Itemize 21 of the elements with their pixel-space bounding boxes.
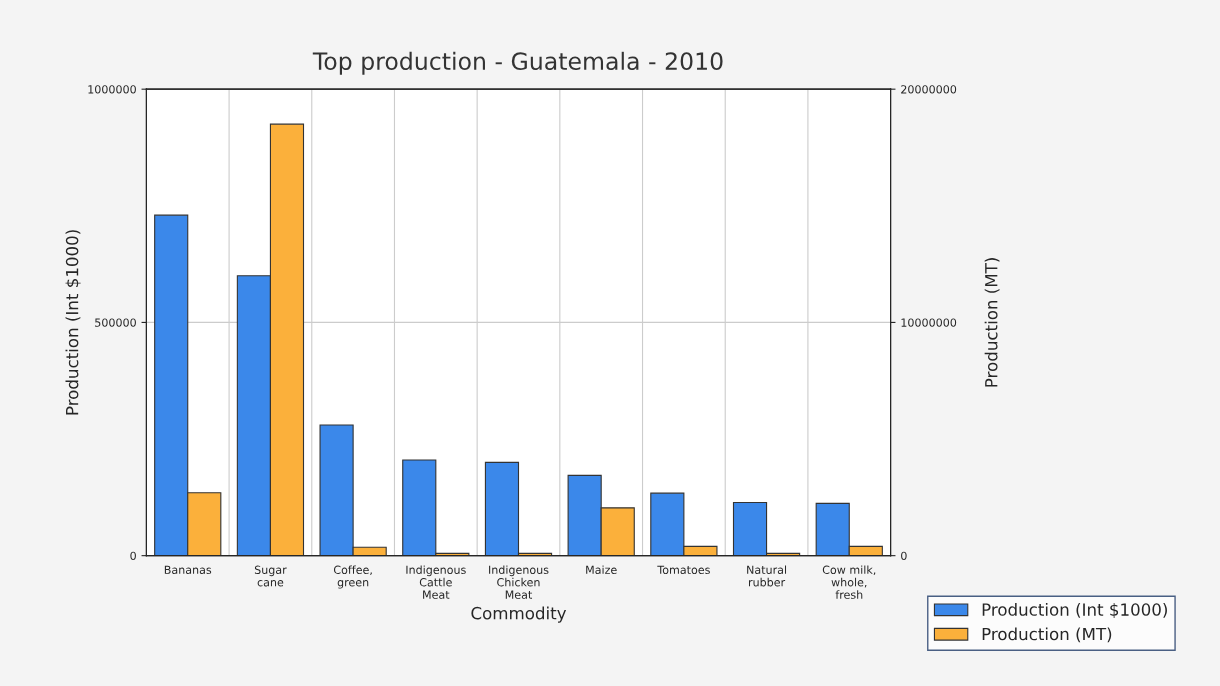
chart-title: Top production - Guatemala - 2010 [312, 51, 723, 75]
x-tick-label: Maize [586, 565, 617, 574]
x-tick-label: Coffee, green [333, 565, 372, 589]
x-tick-label: Indigenous Cattle Meat [406, 565, 466, 599]
x-tick-label: Sugar cane [254, 565, 287, 587]
x-axis-title: Commodity [471, 606, 567, 623]
y2-tick-label: 20000000 [901, 85, 957, 94]
y2-tick-label: 10000000 [901, 318, 957, 327]
y-tick-label: 0 [130, 551, 136, 561]
x-tick-label: Tomatoes [657, 565, 710, 574]
y-tick-label: 1000000 [88, 85, 136, 94]
legend-label: Production (MT) [982, 627, 1112, 643]
x-tick-label: Natural rubber [747, 565, 787, 587]
y2-axis-title: Production (MT) [984, 258, 1000, 387]
x-tick-label: Bananas [164, 565, 212, 574]
y2-tick-label: 0 [901, 551, 907, 561]
x-tick-label: Indigenous Chicken Meat [489, 565, 549, 599]
y-axis-title: Production (Int $1000) [65, 230, 81, 415]
y-tick-label: 500000 [95, 318, 136, 327]
x-tick-label: Cow milk, whole, fresh [822, 565, 876, 599]
legend-label: Production (Int $1000) [982, 602, 1167, 619]
